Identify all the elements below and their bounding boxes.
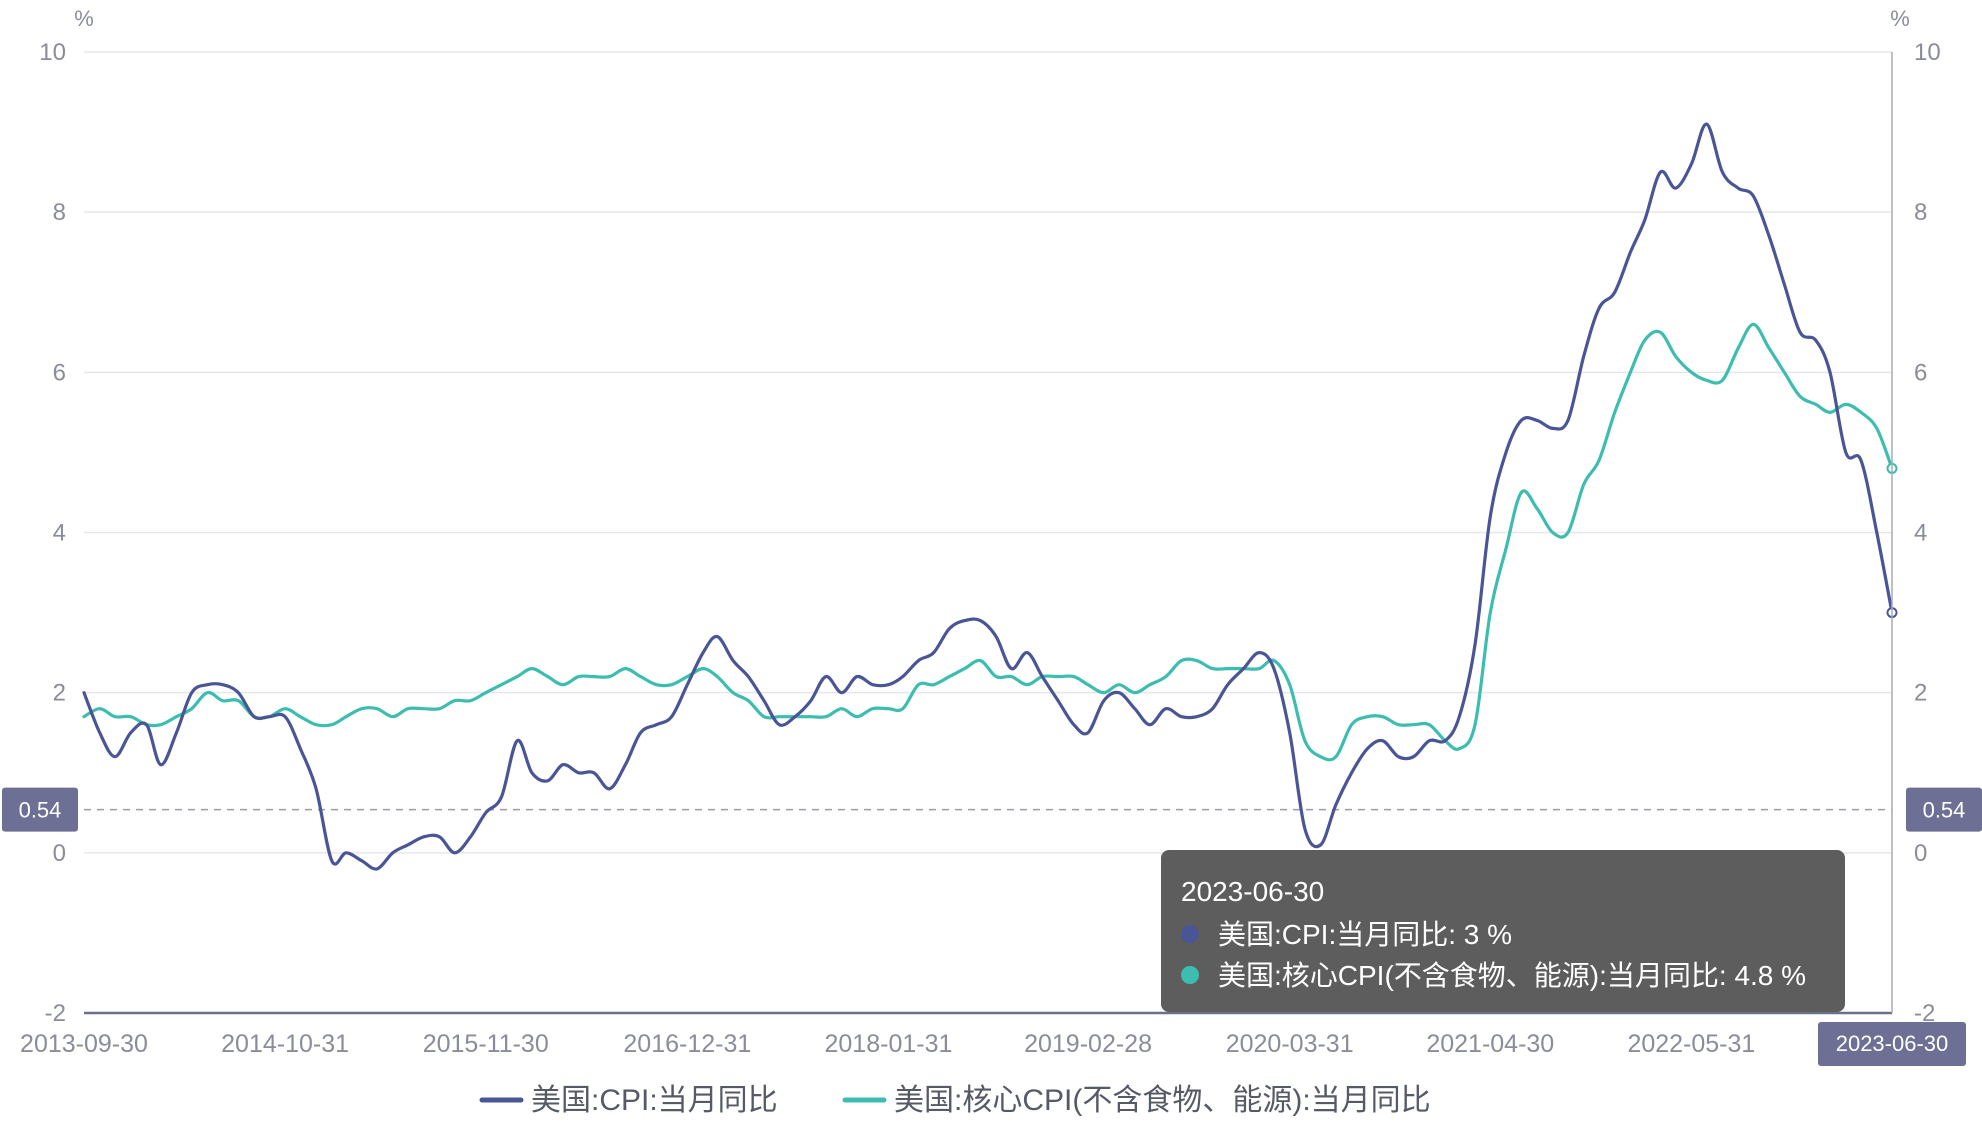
- x-tick-label: 2014-10-31: [221, 1030, 349, 1058]
- x-tick-label: 2022-05-31: [1627, 1030, 1755, 1058]
- y-tick-label-right: 10: [1914, 39, 1941, 66]
- reference-line-group: 0.54 0.54: [2, 787, 1982, 832]
- x-tick-label: 2016-12-31: [623, 1030, 751, 1058]
- x-tick-label: 2018-01-31: [825, 1030, 953, 1058]
- tooltip: 2023-06-30 美国:CPI:当月同比: 3 % 美国:核心CPI(不含食物、…: [1161, 850, 1845, 1012]
- series-lines: [82, 122, 1898, 871]
- y-tick-label-right: 4: [1914, 520, 1927, 547]
- tooltip-marker: [1181, 925, 1199, 943]
- y-tick-label-right: -2: [1914, 1000, 1935, 1027]
- x-tick-label: 2020-03-31: [1226, 1030, 1354, 1058]
- x-tick-label: 2021-04-30: [1426, 1030, 1554, 1058]
- y-tick-label-right: 8: [1914, 199, 1927, 226]
- y-tick-label-left: -2: [45, 1000, 66, 1027]
- y-tick-label-right: 0: [1914, 840, 1927, 867]
- legend-label[interactable]: 美国:CPI:当月同比: [531, 1084, 778, 1117]
- y-unit-left: %: [74, 6, 94, 31]
- gridlines: [84, 51, 1892, 854]
- tooltip-marker: [1181, 966, 1199, 984]
- reference-badge-left: [2, 787, 78, 832]
- tooltip-date: 2023-06-30: [1181, 876, 1324, 907]
- crosshair-badge: [1818, 1022, 1966, 1066]
- series-line-cpi: [82, 122, 1894, 871]
- y-tick-label-left: 0: [53, 840, 66, 867]
- legend-label[interactable]: 美国:核心CPI(不含食物、能源):当月同比: [894, 1084, 1431, 1117]
- x-tick-label: 2015-11-30: [423, 1030, 549, 1058]
- y-tick-label-left: 8: [53, 199, 66, 226]
- tooltip-row: 美国:CPI:当月同比: 3 %: [1218, 919, 1512, 950]
- x-tick-label: 2019-02-28: [1024, 1030, 1152, 1058]
- crosshair-badge-label: 2023-06-30: [1836, 1031, 1949, 1056]
- legend: 美国:CPI:当月同比 美国:核心CPI(不含食物、能源):当月同比: [479, 1084, 1431, 1117]
- series-line-core-cpi: [82, 322, 1894, 762]
- crosshair-group: 2023-06-30: [1818, 52, 1966, 1066]
- x-tick-label: 2013-09-30: [20, 1030, 148, 1058]
- reference-badge-left-label: 0.54: [19, 798, 62, 823]
- y-tick-label-right: 2: [1914, 680, 1927, 707]
- reference-badge-right: [1906, 787, 1982, 832]
- y-tick-label-left: 2: [53, 680, 66, 707]
- y-tick-label-right: 6: [1914, 359, 1927, 386]
- y-tick-label-left: 6: [53, 359, 66, 386]
- tooltip-box: [1161, 850, 1845, 1012]
- y-unit-right: %: [1890, 6, 1910, 31]
- y-tick-label-left: 10: [39, 39, 66, 66]
- tooltip-row: 美国:核心CPI(不含食物、能源):当月同比: 4.8 %: [1218, 960, 1806, 991]
- reference-badge-right-label: 0.54: [1923, 798, 1966, 823]
- y-tick-label-left: 4: [53, 520, 66, 547]
- axes: 10 10 8 8 6 6 4 4 2 2 0 0 -2 -2% % 2013-09-30 2014-10-31…: [20, 6, 1941, 1058]
